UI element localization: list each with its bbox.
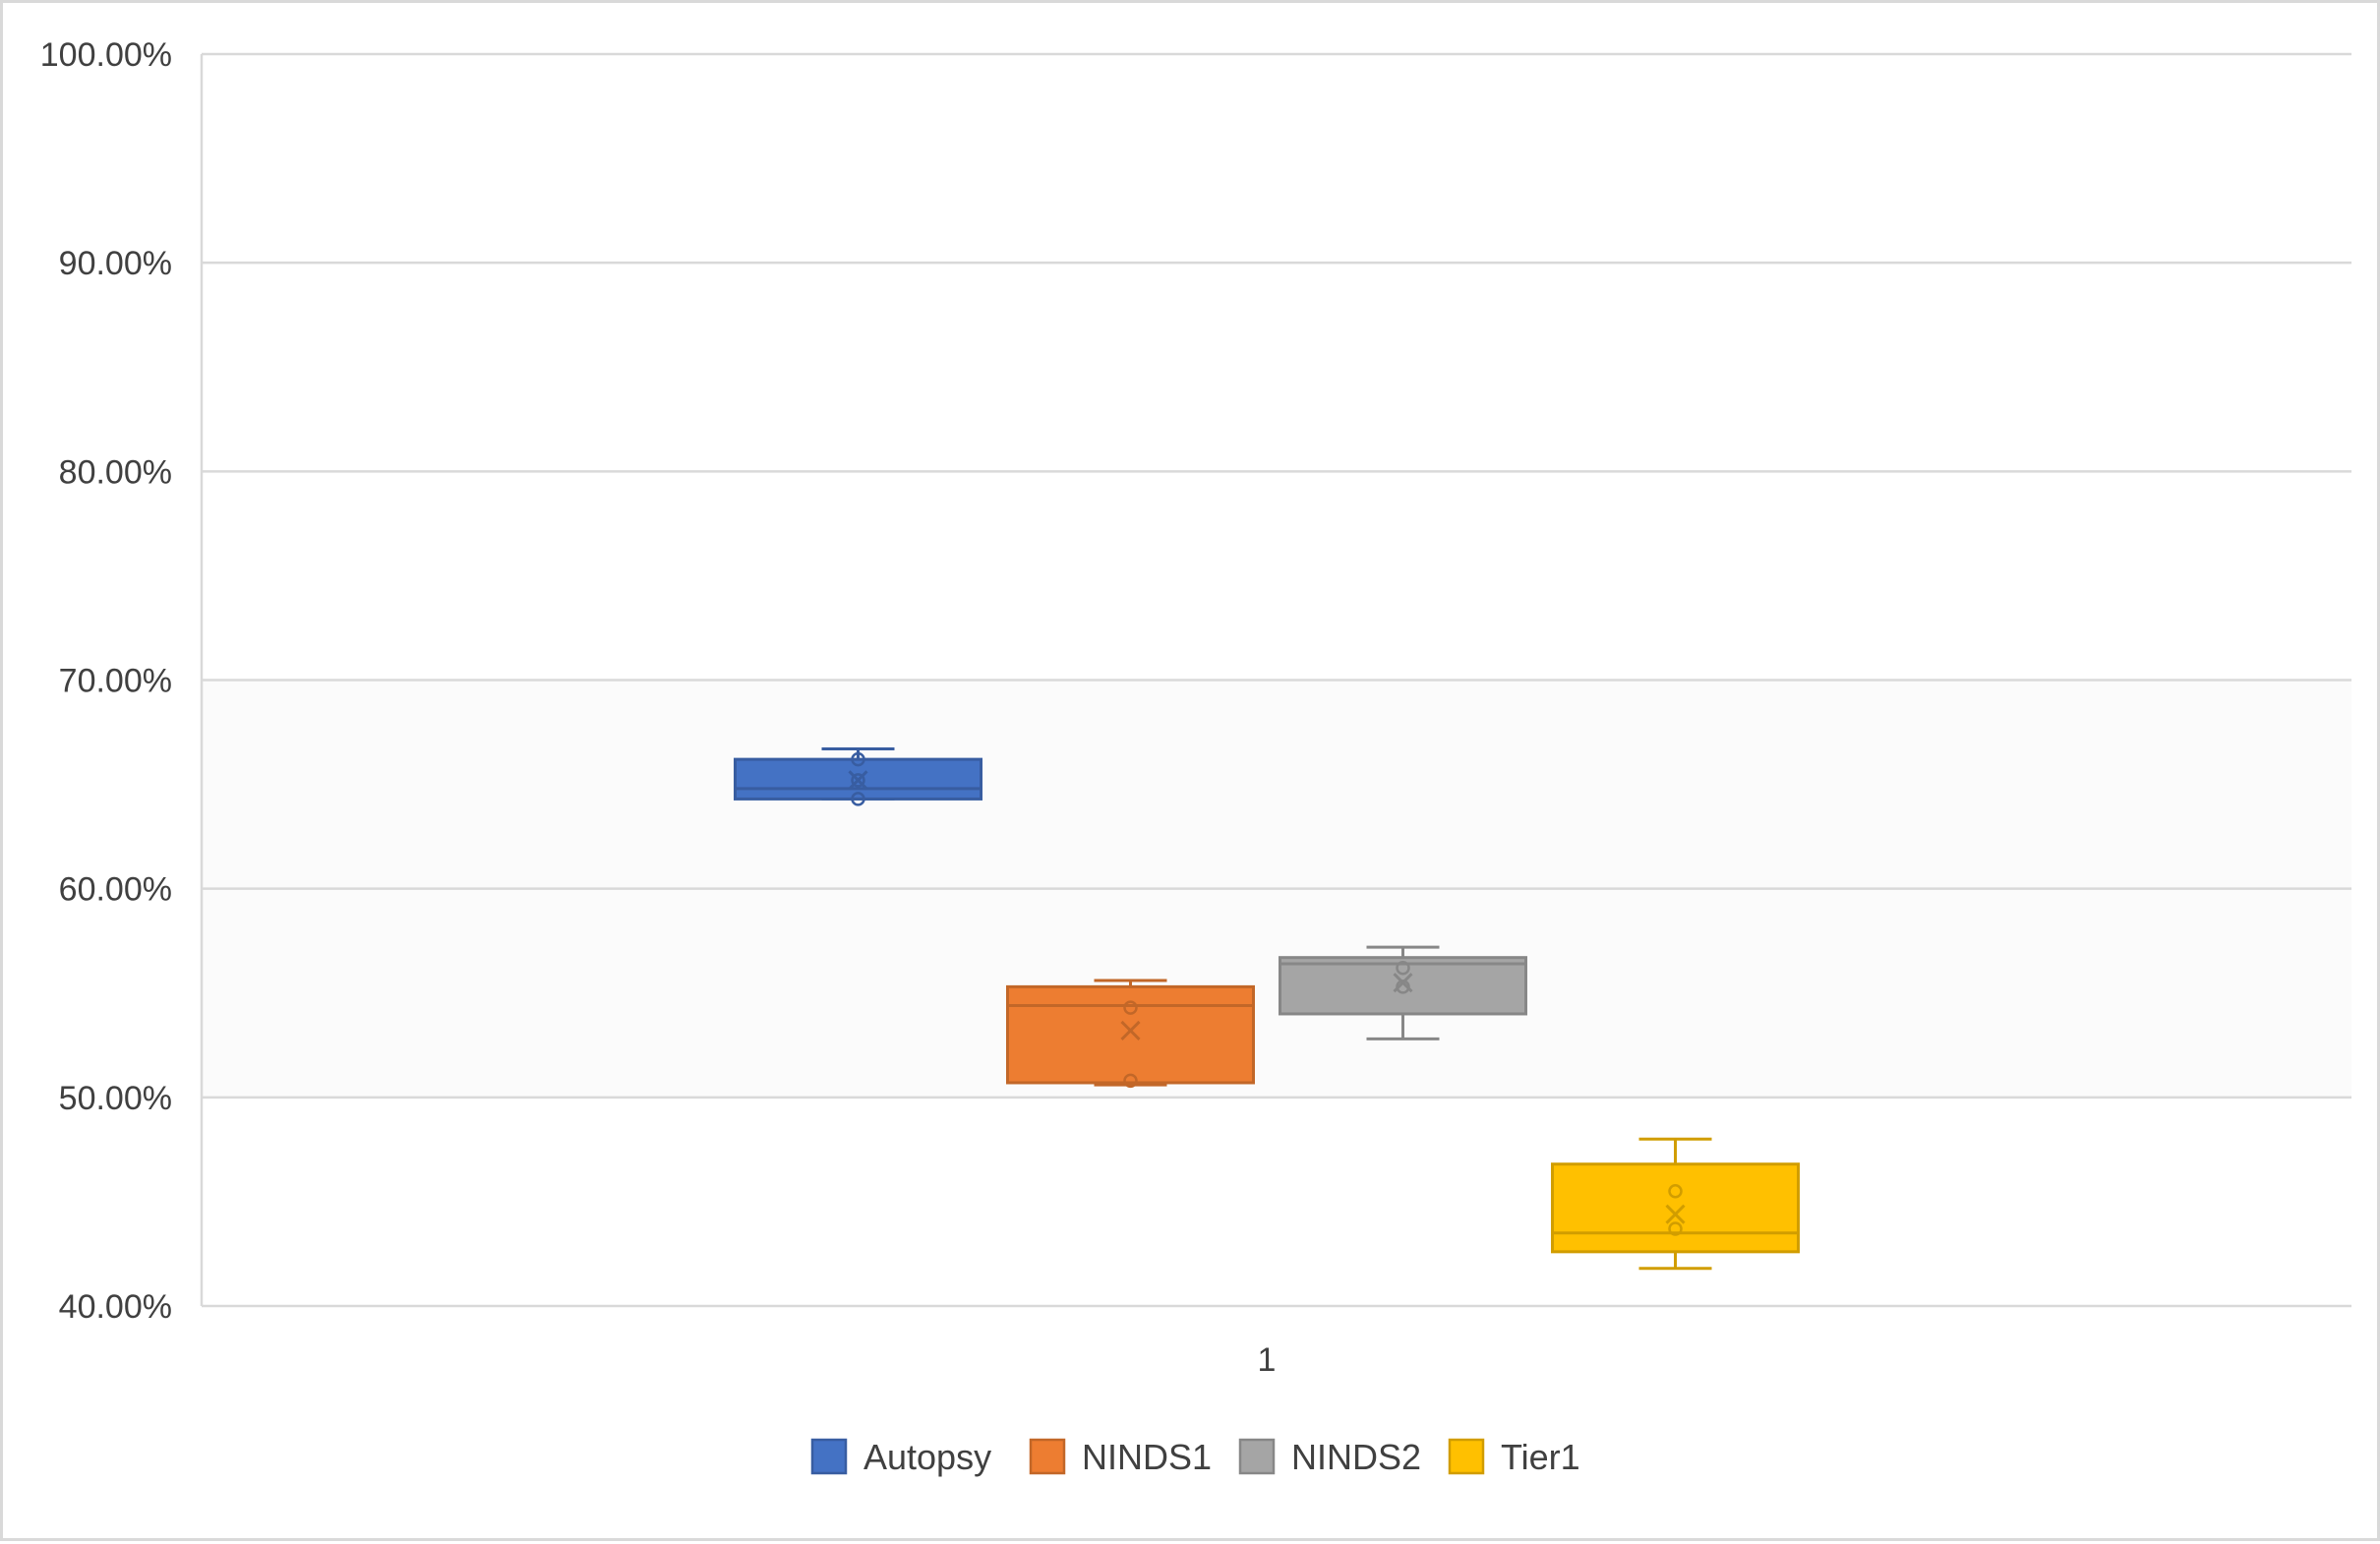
box-body: [1551, 1162, 1800, 1254]
box-series: [734, 747, 1800, 1271]
legend-swatch-ninds1: [1029, 1438, 1066, 1475]
data-point: [1123, 1000, 1138, 1015]
y-tick-label: 70.00%: [59, 663, 172, 700]
x-tick-label: 1: [1258, 1341, 1277, 1379]
legend-label-ninds2: NINDS2: [1291, 1437, 1421, 1477]
mean-marker: [1665, 1204, 1686, 1224]
y-tick-label: 40.00%: [59, 1288, 172, 1326]
legend-label-autopsy: Autopsy: [863, 1437, 991, 1477]
box-ninds2: [1279, 945, 1527, 1040]
data-point: [1123, 1073, 1138, 1089]
box-tier1: [1551, 1137, 1800, 1271]
x-axis: 1: [1258, 1341, 1277, 1379]
legend-swatch-tier1: [1448, 1438, 1485, 1475]
legend-label-tier1: Tier1: [1501, 1437, 1580, 1477]
mean-marker: [848, 770, 868, 791]
legend-label-ninds1: NINDS1: [1082, 1437, 1212, 1477]
y-axis: 40.00% 50.00% 60.00% 70.00% 80.00% 90.00% 100.…: [40, 36, 204, 1326]
y-tick-label: 100.00%: [40, 36, 172, 74]
y-tick-label: 50.00%: [59, 1080, 172, 1117]
box-ninds1: [1006, 979, 1255, 1089]
data-point: [1668, 1221, 1683, 1236]
data-point: [851, 773, 865, 788]
data-point: [851, 792, 865, 806]
mean-marker: [1393, 973, 1413, 993]
box-autopsy: [734, 747, 982, 806]
gridlines: [202, 52, 2351, 1308]
box-plot-chart: 40.00% 50.00% 60.00% 70.00% 80.00% 90.00% 100.…: [40, 36, 2351, 1477]
data-point: [1396, 961, 1410, 976]
legend-swatch-ninds2: [1238, 1438, 1276, 1475]
legend-swatch-autopsy: [810, 1438, 848, 1475]
mean-marker: [1120, 1020, 1141, 1041]
legend: Autopsy NINDS1 NINDS2 Tier1: [810, 1437, 1580, 1477]
data-point: [851, 751, 865, 767]
box-body: [1279, 956, 1527, 1016]
y-tick-label: 80.00%: [59, 453, 172, 491]
data-point: [1668, 1184, 1683, 1199]
y-tick-label: 90.00%: [59, 245, 172, 282]
y-tick-label: 60.00%: [59, 871, 172, 909]
